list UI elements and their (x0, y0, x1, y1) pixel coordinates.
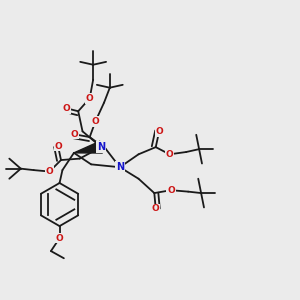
Text: O: O (86, 94, 94, 103)
Text: O: O (70, 130, 78, 139)
Text: N: N (97, 142, 105, 152)
Text: N: N (116, 162, 124, 172)
Text: O: O (155, 127, 163, 136)
Text: O: O (92, 117, 99, 126)
Text: O: O (46, 167, 53, 176)
Text: O: O (63, 104, 70, 113)
Text: N: N (97, 142, 105, 152)
Text: O: O (166, 150, 173, 159)
Text: O: O (56, 234, 63, 243)
Polygon shape (74, 141, 102, 153)
Text: O: O (54, 142, 62, 151)
Text: O: O (152, 204, 160, 213)
Text: N: N (116, 162, 124, 172)
Text: O: O (167, 186, 175, 195)
